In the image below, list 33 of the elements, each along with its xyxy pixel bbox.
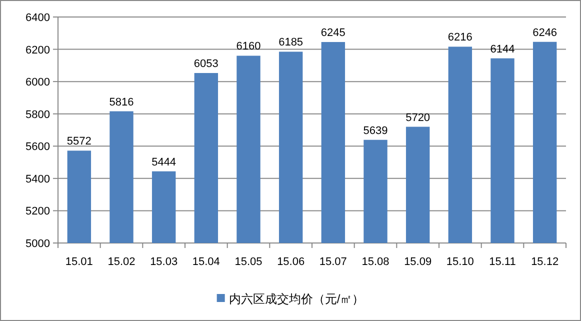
x-tick-label: 15.11 bbox=[489, 256, 516, 268]
data-label: 6144 bbox=[490, 43, 515, 56]
data-label: 6160 bbox=[236, 40, 261, 53]
data-label: 6245 bbox=[320, 27, 346, 40]
data-label: 6053 bbox=[194, 58, 218, 70]
y-tick-label: 5200 bbox=[26, 206, 50, 218]
x-tick-label: 15.12 bbox=[531, 256, 559, 268]
y-tick-label: 5600 bbox=[26, 141, 50, 154]
y-tick-label: 5000 bbox=[26, 238, 50, 250]
data-label: 5572 bbox=[66, 136, 92, 148]
y-tick-label: 6400 bbox=[26, 12, 50, 24]
y-tick-label: 6000 bbox=[26, 76, 50, 89]
y-tick-label: 5400 bbox=[26, 173, 50, 186]
data-label: 5639 bbox=[363, 124, 388, 137]
legend: 内六区成交均价（元/㎡） bbox=[216, 292, 364, 306]
x-tick-label: 15.02 bbox=[108, 256, 136, 268]
data-label: 6185 bbox=[278, 36, 304, 49]
data-label: 5720 bbox=[406, 112, 430, 124]
x-tick-label: 15.09 bbox=[404, 256, 432, 268]
x-tick-label: 15.05 bbox=[234, 256, 262, 268]
x-tick-label: 15.03 bbox=[150, 256, 178, 268]
x-tick-label: 15.01 bbox=[65, 256, 93, 268]
x-tick-label: 15.04 bbox=[192, 256, 220, 268]
x-tick-label: 15.10 bbox=[446, 256, 474, 268]
data-label: 5816 bbox=[109, 96, 134, 108]
data-label: 5444 bbox=[152, 156, 176, 168]
y-tick-label: 6200 bbox=[26, 44, 50, 56]
data-label: 6216 bbox=[448, 32, 472, 44]
y-tick-label: 5800 bbox=[26, 108, 50, 121]
x-tick-label: 15.08 bbox=[362, 256, 390, 268]
x-tick-label: 15.07 bbox=[319, 256, 347, 268]
data-label: 6246 bbox=[532, 26, 558, 39]
x-tick-label: 15.06 bbox=[277, 256, 305, 268]
